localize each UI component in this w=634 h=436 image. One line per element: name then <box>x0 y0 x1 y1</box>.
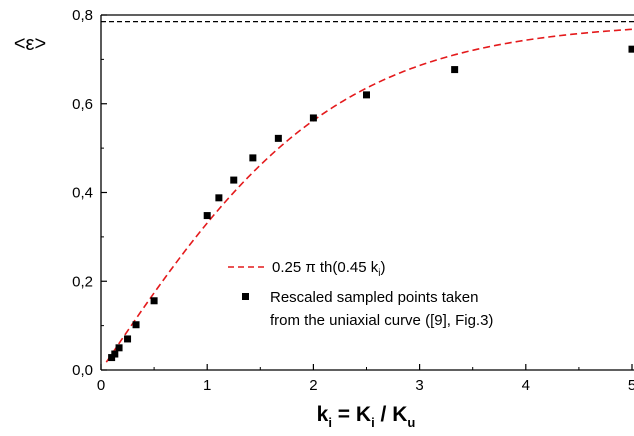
legend-curve-sub: i <box>378 268 380 279</box>
data-point <box>111 350 119 358</box>
y-tick-label: 0,4 <box>72 185 93 202</box>
x-axis-title: ki = Ki / Ku <box>317 403 416 430</box>
data-points-group <box>108 45 634 362</box>
data-point <box>150 297 158 305</box>
data-point <box>203 212 211 220</box>
x-axis-title-sub3: u <box>407 415 415 430</box>
data-point <box>628 45 634 53</box>
data-point <box>309 114 317 122</box>
legend-curve-close: ) <box>380 259 385 276</box>
y-tick-label: 0,0 <box>72 362 93 379</box>
data-point <box>108 354 116 362</box>
data-point <box>115 344 123 352</box>
legend-curve-label: 0.25 π th(0.45 ki) <box>272 259 385 279</box>
data-point <box>215 194 223 202</box>
x-tick-label: 5 <box>628 377 634 394</box>
x-tick-label: 2 <box>309 377 317 394</box>
legend: 0.25 π th(0.45 ki) Rescaled sampled poin… <box>228 259 493 329</box>
data-point <box>132 321 140 329</box>
x-axis-title-main: k <box>317 403 329 426</box>
legend-curve-text: 0.25 π th(0.45 k <box>272 259 379 276</box>
data-point <box>274 134 282 142</box>
fit-curve <box>105 28 633 363</box>
legend-points-swatch <box>242 293 249 300</box>
y-tick-label: 0,8 <box>72 7 93 24</box>
ticks-group: 0 1 2 3 4 5 0,0 0,2 0,4 0,6 0,8 <box>72 7 634 394</box>
x-axis-title-mid2: / K <box>375 403 408 426</box>
fit-curve-group <box>105 28 633 363</box>
data-point <box>124 335 132 343</box>
x-axis-title-sub2: i <box>371 415 375 430</box>
x-tick-label: 1 <box>203 377 211 394</box>
x-tick-label: 0 <box>97 377 105 394</box>
data-point <box>230 176 238 184</box>
data-point <box>363 91 370 99</box>
x-axis-title-sub: i <box>328 415 332 430</box>
y-axis-title: <ε> <box>14 33 46 55</box>
x-axis-title-mid: = K <box>332 403 371 426</box>
x-tick-label: 3 <box>415 377 423 394</box>
x-tick-label: 4 <box>522 377 530 394</box>
legend-points-line-2: from the uniaxial curve ([9], Fig.3) <box>270 312 493 329</box>
y-tick-label: 0,2 <box>72 273 93 290</box>
y-tick-label: 0,6 <box>72 96 93 113</box>
data-point <box>451 66 459 74</box>
legend-points-line-1: Rescaled sampled points taken <box>270 289 478 306</box>
data-point <box>249 154 257 162</box>
